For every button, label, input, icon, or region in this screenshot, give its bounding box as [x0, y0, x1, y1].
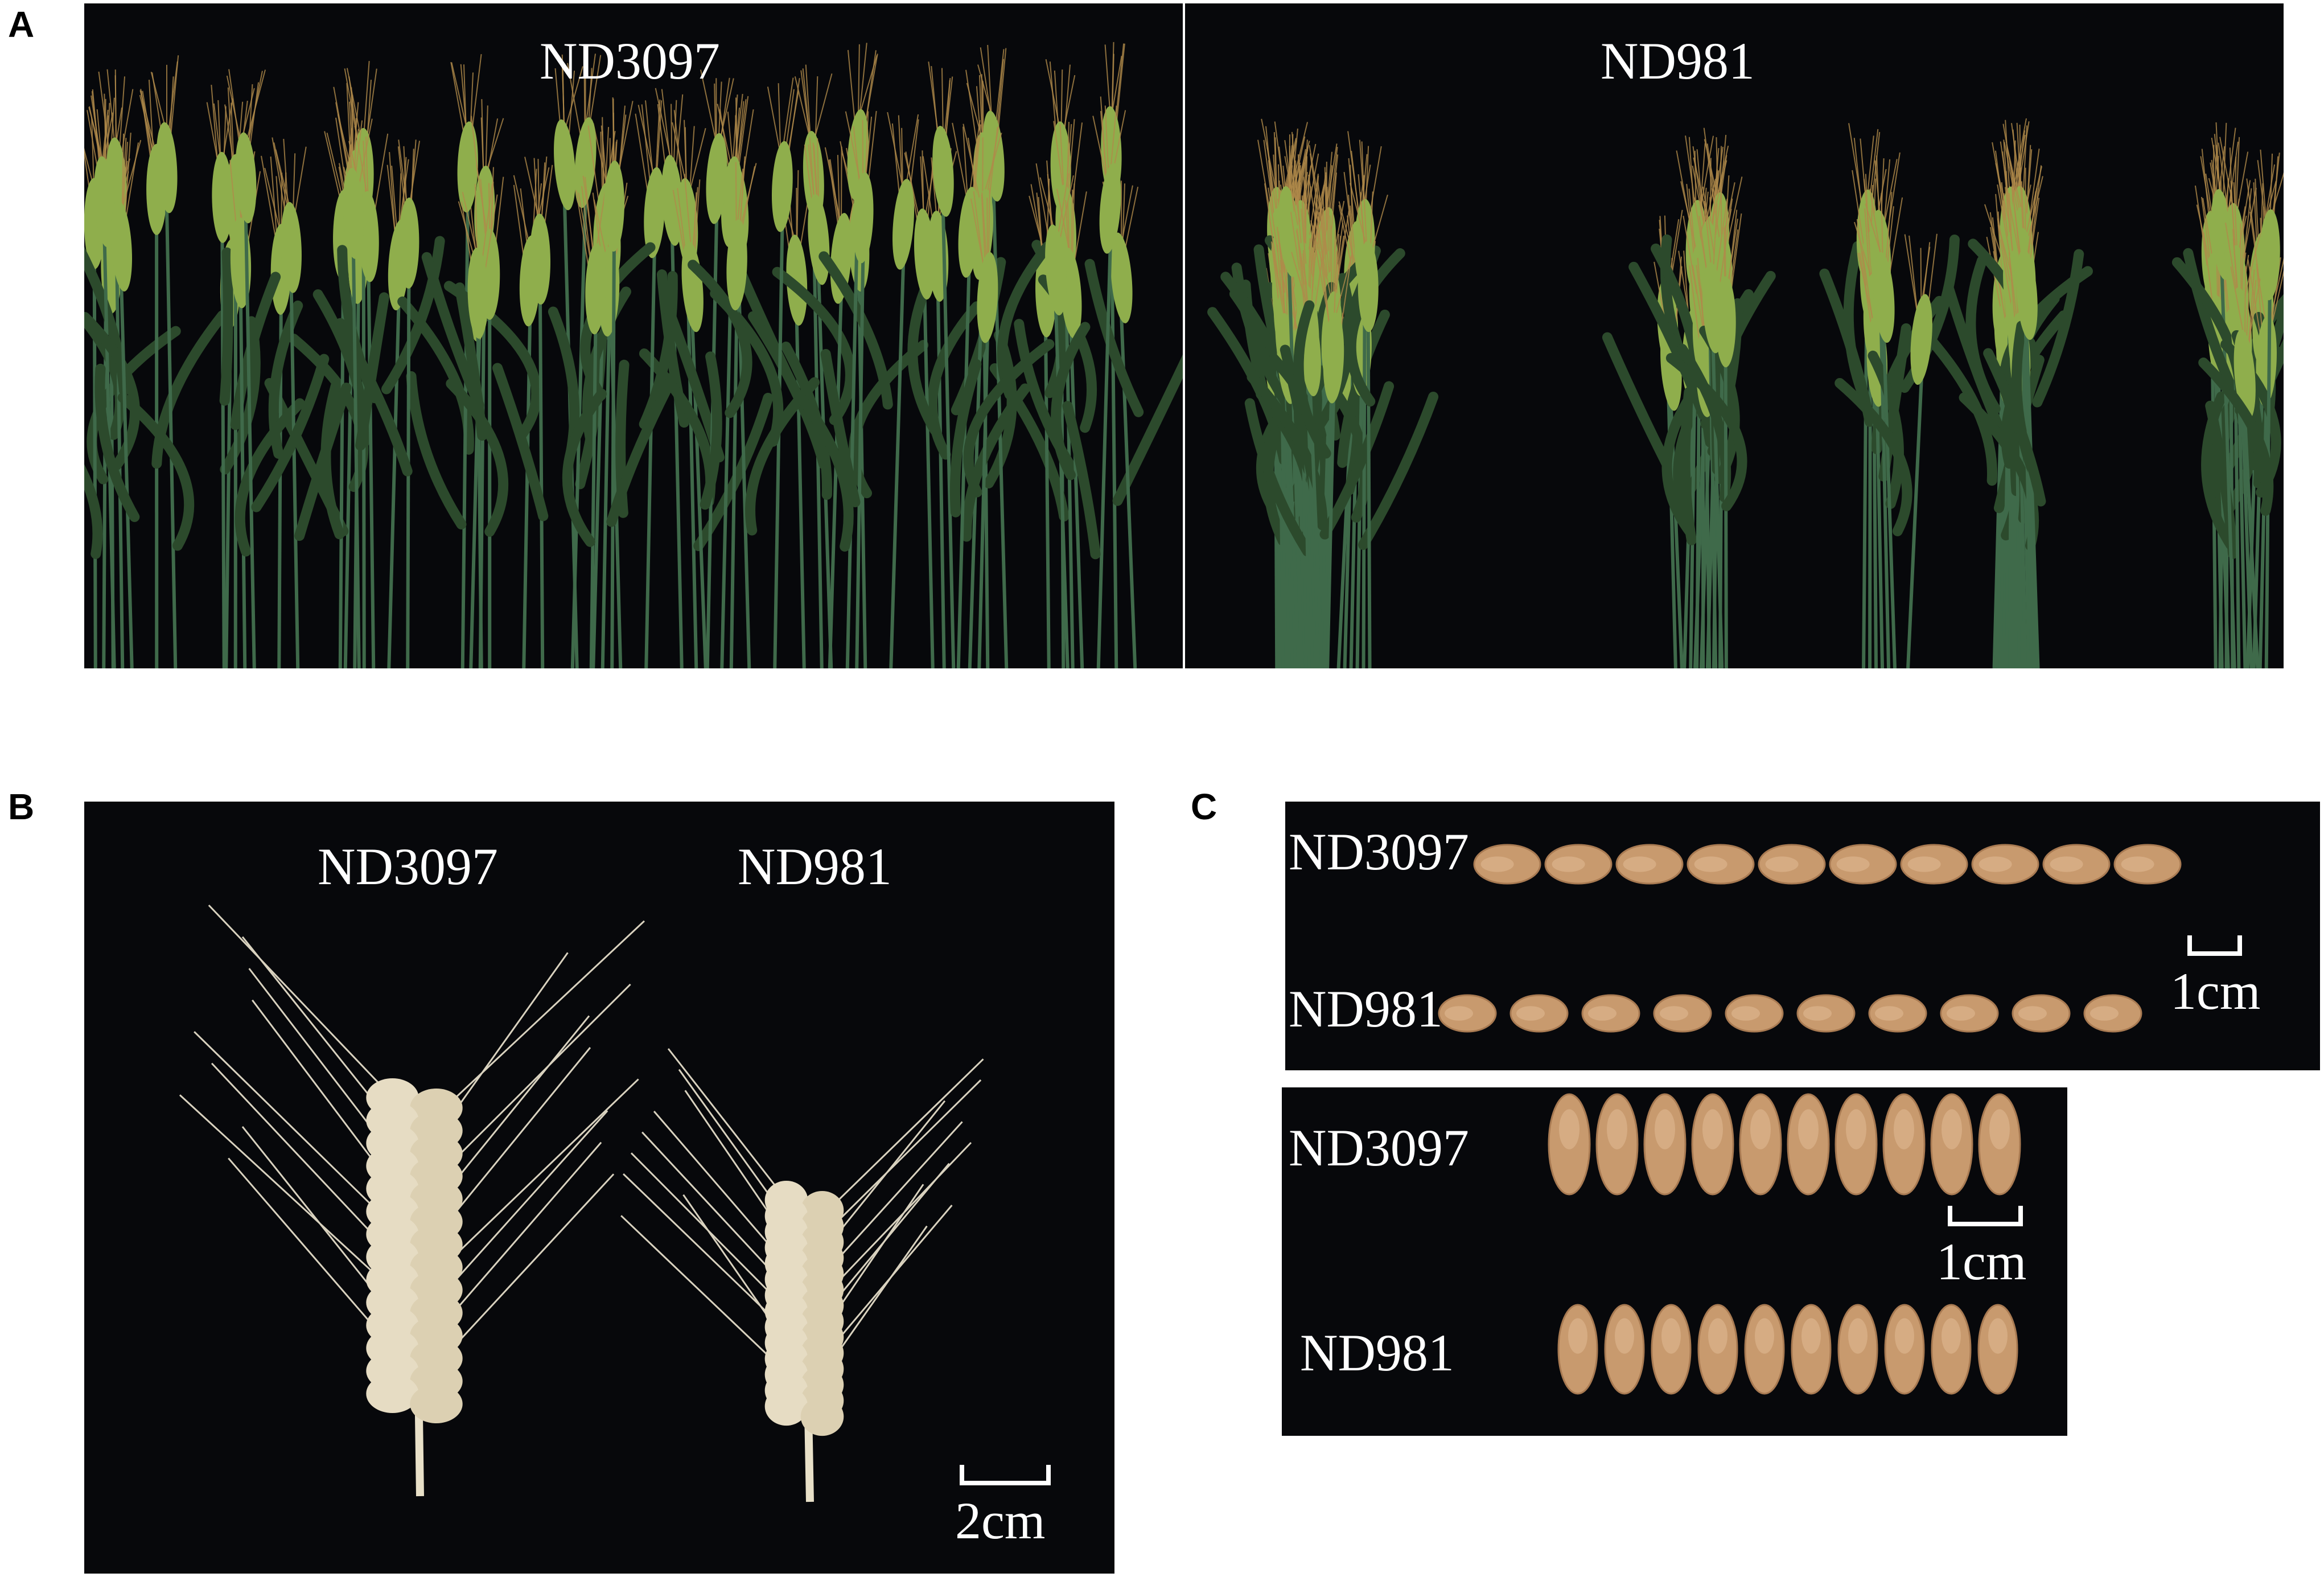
panel-c-bottom-scale-label: 1cm	[1936, 1233, 2027, 1291]
panel-b-label-nd3097: ND3097	[318, 837, 498, 896]
grain-row-image	[1548, 1093, 2021, 1395]
panel-c-top-label-nd3097: ND3097	[1289, 823, 1469, 881]
panel-c-bottom-photo-grains: ND3097 ND981 1cm	[1282, 1087, 2067, 1436]
grain-row-image	[1438, 844, 2182, 1033]
panel-b-scale-label: 2cm	[955, 1492, 1046, 1550]
panel-b-label-nd981: ND981	[738, 837, 892, 896]
panel-a-label-nd3097: ND3097	[540, 32, 720, 90]
panel-c-bottom-label-nd981: ND981	[1300, 1324, 1454, 1382]
panel-letter-b: B	[8, 786, 35, 827]
panel-c-bottom-scale-bar: 1cm	[1936, 1206, 2050, 1297]
panel-letter-a: A	[8, 4, 35, 45]
panel-a-photo-nd3097: ND3097	[84, 3, 1183, 668]
panel-a-photo-nd981: ND981	[1185, 3, 2284, 668]
wheat-field-image	[84, 42, 1183, 668]
panel-c-top-photo-grains: ND3097 ND981 1cm	[1285, 802, 2320, 1070]
wheat-spike-image	[179, 904, 984, 1502]
panel-b-scale-bar: 2cm	[955, 1465, 1069, 1550]
panel-c-top-scale-label: 1cm	[2170, 962, 2261, 1020]
panel-c-top-label-nd981: ND981	[1289, 980, 1443, 1038]
panel-a-label-nd981: ND981	[1601, 32, 1755, 90]
panel-letter-c: C	[1191, 786, 1217, 827]
panel-b-photo-spikes: ND3097 ND981 2cm	[84, 802, 1114, 1574]
panel-c-bottom-label-nd3097: ND3097	[1289, 1119, 1469, 1177]
panel-c-top-scale-bar: 1cm	[2170, 935, 2301, 1026]
wheat-field-image	[1207, 118, 2284, 668]
